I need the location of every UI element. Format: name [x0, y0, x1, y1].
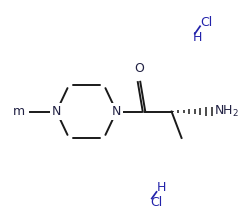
Text: m: m — [13, 105, 25, 118]
Text: NH$_2$: NH$_2$ — [213, 104, 238, 119]
Text: N: N — [111, 105, 121, 118]
Text: O: O — [134, 62, 143, 75]
Text: Cl: Cl — [150, 196, 162, 209]
Text: N: N — [52, 105, 61, 118]
Text: H: H — [192, 31, 201, 44]
Text: H: H — [156, 181, 166, 194]
Text: Cl: Cl — [200, 16, 212, 29]
